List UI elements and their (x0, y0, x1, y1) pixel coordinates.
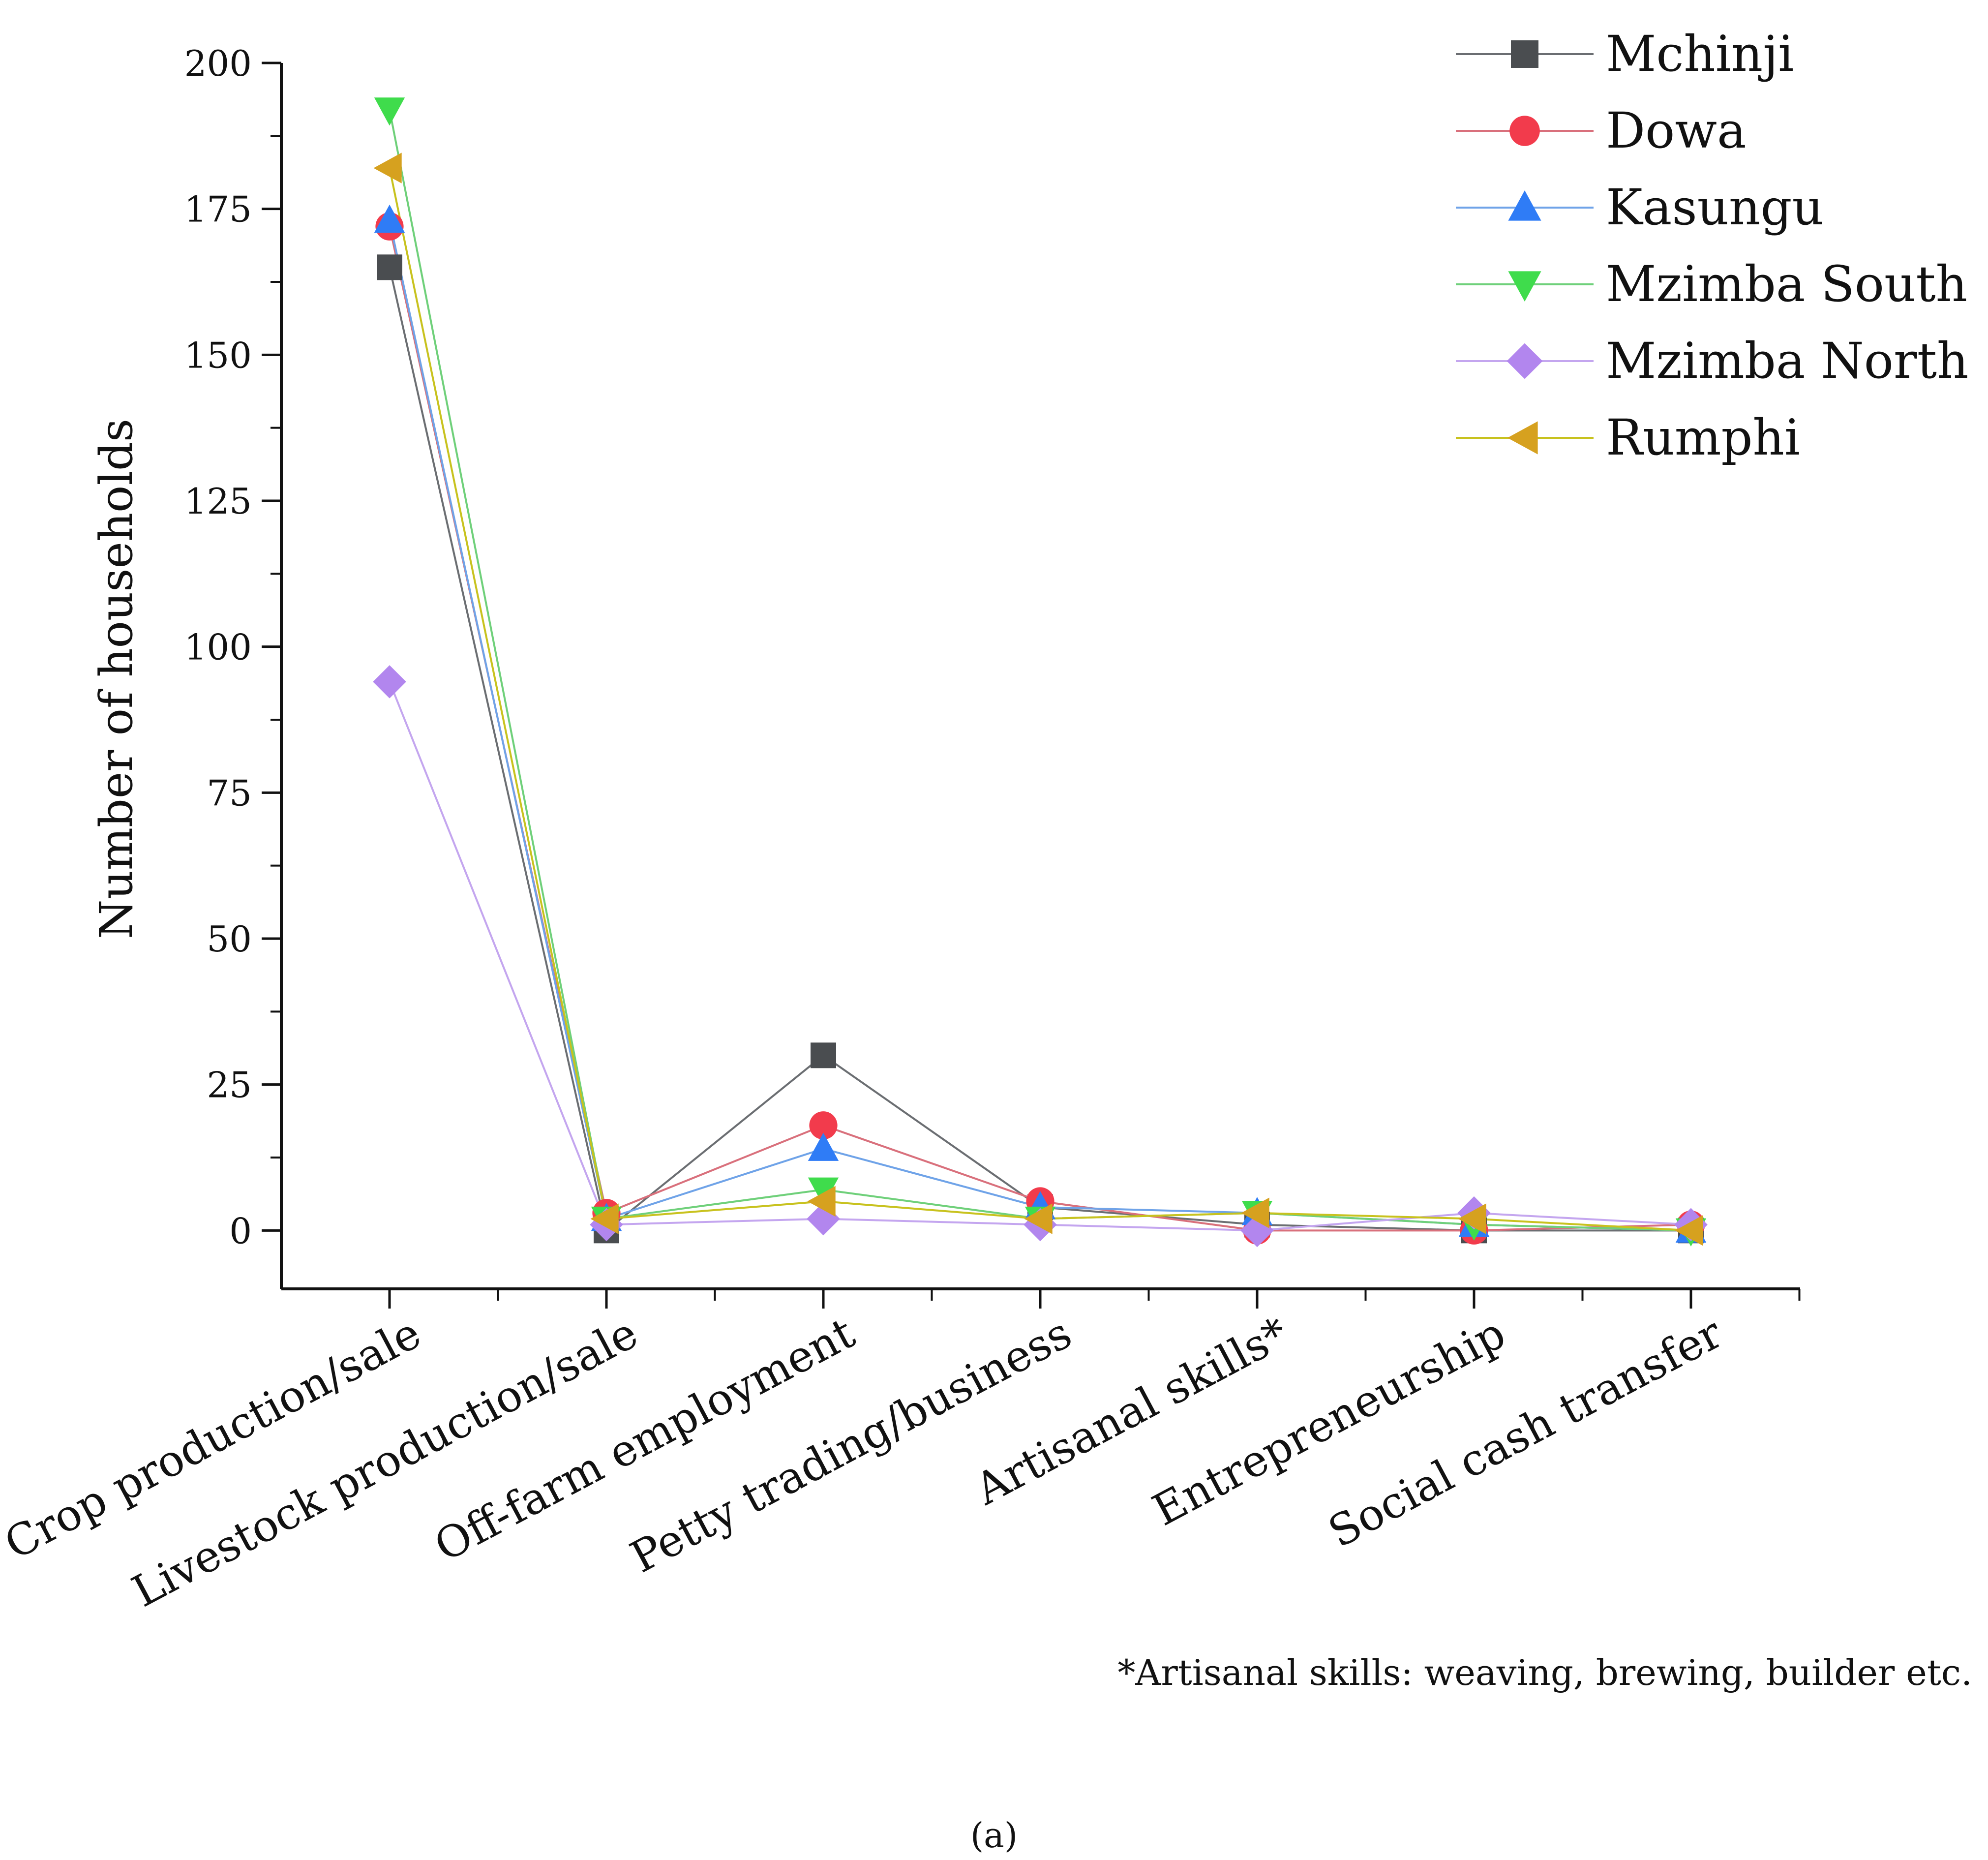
legend: Mchinji Dowa Kasungu Mzimba South Mzimba Nor… (1456, 25, 1968, 466)
data-point-kasungu (808, 1132, 839, 1161)
y-tick-label: 150 (184, 335, 252, 376)
y-tick-label: 125 (184, 481, 252, 522)
legend-label-kasungu: Kasungu (1606, 179, 1824, 236)
y-tick-label: 0 (229, 1210, 252, 1251)
y-tick-label: 50 (207, 918, 252, 960)
axes (280, 63, 1800, 1290)
data-point-rumphi (1241, 1197, 1269, 1228)
legend-marker-kasungu (1508, 190, 1541, 221)
y-tick-label: 100 (184, 627, 252, 668)
y-tick-label: 25 (207, 1065, 252, 1106)
legend-marker-mzimba-north (1506, 343, 1543, 379)
y-axis-title: Number of households (90, 419, 143, 939)
series-lines (389, 109, 1691, 1232)
x-category-label: Entrepreneurship (1145, 1308, 1513, 1536)
legend-label-dowa: Dowa (1606, 102, 1747, 159)
series-line-dowa (389, 226, 1691, 1232)
panel-label: (a) (970, 1815, 1018, 1856)
data-point-dowa (809, 1111, 838, 1140)
series-line-rumphi (389, 168, 1691, 1232)
legend-marker-rumphi (1507, 421, 1538, 455)
legend-marker-dowa (1509, 116, 1540, 146)
footnote: *Artisanal skills: weaving, brewing, bui… (1117, 1652, 1972, 1693)
legend-label-mchinji: Mchinji (1606, 25, 1794, 83)
data-point-rumphi (1675, 1215, 1703, 1246)
legend-marker-mzimba-south (1508, 271, 1541, 302)
data-point-mzimba-north (373, 665, 406, 699)
legend-label-mzimba-north: Mzimba North (1606, 332, 1968, 390)
data-point-rumphi (807, 1186, 836, 1217)
data-point-rumphi (1458, 1203, 1486, 1234)
data-point-mzimba-south (374, 97, 405, 126)
legend-label-rumphi: Rumphi (1606, 409, 1800, 466)
y-tick-label: 175 (184, 189, 252, 230)
data-point-mchinji (377, 254, 402, 280)
y-tick-label: 200 (184, 43, 252, 84)
series-line-mzimba-north (389, 681, 1691, 1232)
x-category-label: Social cash transfer (1320, 1307, 1730, 1557)
data-point-mzimba-south (808, 1177, 839, 1206)
y-tick-label: 75 (207, 772, 252, 814)
data-point-mchinji (811, 1042, 836, 1068)
legend-marker-mchinji (1511, 40, 1538, 68)
data-point-rumphi (1024, 1203, 1053, 1234)
data-point-rumphi (373, 152, 402, 183)
legend-label-mzimba-south: Mzimba South (1606, 255, 1967, 313)
data-point-mzimba-north (807, 1202, 840, 1236)
data-point-rumphi (590, 1203, 619, 1234)
series-line-mzimba-south (389, 109, 1691, 1232)
data-point-kasungu (374, 204, 405, 233)
series-markers (373, 97, 1708, 1248)
series-line-mchinji (389, 267, 1691, 1232)
y-axis-ticks: 0 25 50 75 100 125 150 175 200 (184, 43, 281, 1251)
series-line-kasungu (389, 220, 1691, 1232)
